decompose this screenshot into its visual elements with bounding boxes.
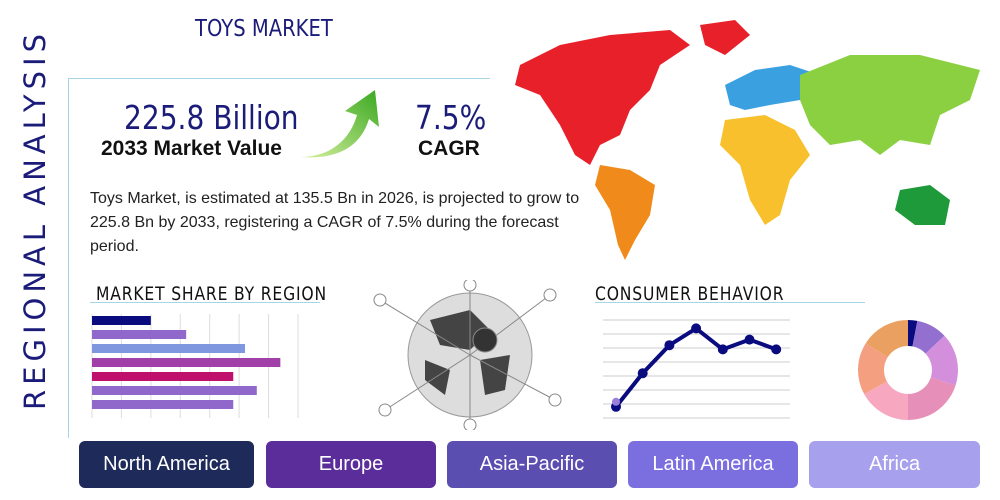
data-point bbox=[691, 323, 702, 334]
page-title: TOYS MARKET bbox=[195, 16, 333, 42]
donut-slice bbox=[858, 343, 888, 395]
cagr-label: CAGR bbox=[418, 137, 480, 160]
region-europe-button[interactable]: Europe bbox=[266, 441, 436, 488]
donut-slice bbox=[908, 377, 956, 420]
divider bbox=[90, 302, 320, 303]
consumer-donut-chart bbox=[858, 320, 958, 420]
market-share-bar-chart bbox=[91, 314, 299, 418]
consumer-behavior-title: CONSUMER BEHAVIOR bbox=[595, 283, 785, 305]
region-africa-button[interactable]: Africa bbox=[809, 441, 980, 488]
bar bbox=[92, 400, 234, 409]
region-asia-pacific-button[interactable]: Asia-Pacific bbox=[447, 441, 617, 488]
frame-line bbox=[68, 78, 69, 438]
data-point bbox=[744, 334, 755, 345]
bar bbox=[92, 330, 187, 339]
network-globe bbox=[373, 280, 562, 430]
bar bbox=[92, 358, 281, 367]
region-latin-america-button[interactable]: Latin America bbox=[628, 441, 798, 488]
cagr-value: 7.5% bbox=[415, 98, 487, 137]
bar bbox=[92, 386, 257, 395]
bar bbox=[92, 316, 151, 325]
divider bbox=[595, 302, 865, 303]
frame-line bbox=[68, 78, 490, 79]
market-value: 225.8 Billion bbox=[124, 98, 299, 137]
data-point bbox=[771, 344, 782, 355]
donut-slice bbox=[908, 320, 918, 347]
donut-slice bbox=[864, 381, 908, 420]
region-north-america-button[interactable]: North America bbox=[79, 441, 254, 488]
donut-slice bbox=[912, 320, 945, 354]
data-point bbox=[664, 340, 675, 351]
bar bbox=[92, 372, 234, 381]
donut-slice bbox=[925, 335, 958, 386]
data-point bbox=[717, 344, 728, 355]
data-point bbox=[637, 368, 648, 379]
donut-slice bbox=[865, 320, 908, 358]
world-map bbox=[515, 20, 980, 260]
growth-arrow-icon bbox=[300, 90, 379, 158]
side-title: REGIONAL ANALYSIS bbox=[18, 29, 52, 410]
market-value-label: 2033 Market Value bbox=[101, 137, 282, 160]
bar bbox=[92, 344, 246, 353]
consumer-line-chart bbox=[603, 319, 790, 419]
data-point-marker bbox=[612, 397, 620, 406]
description: Toys Market, is estimated at 135.5 Bn in… bbox=[90, 190, 580, 255]
market-share-title: MARKET SHARE BY REGION bbox=[96, 283, 327, 305]
